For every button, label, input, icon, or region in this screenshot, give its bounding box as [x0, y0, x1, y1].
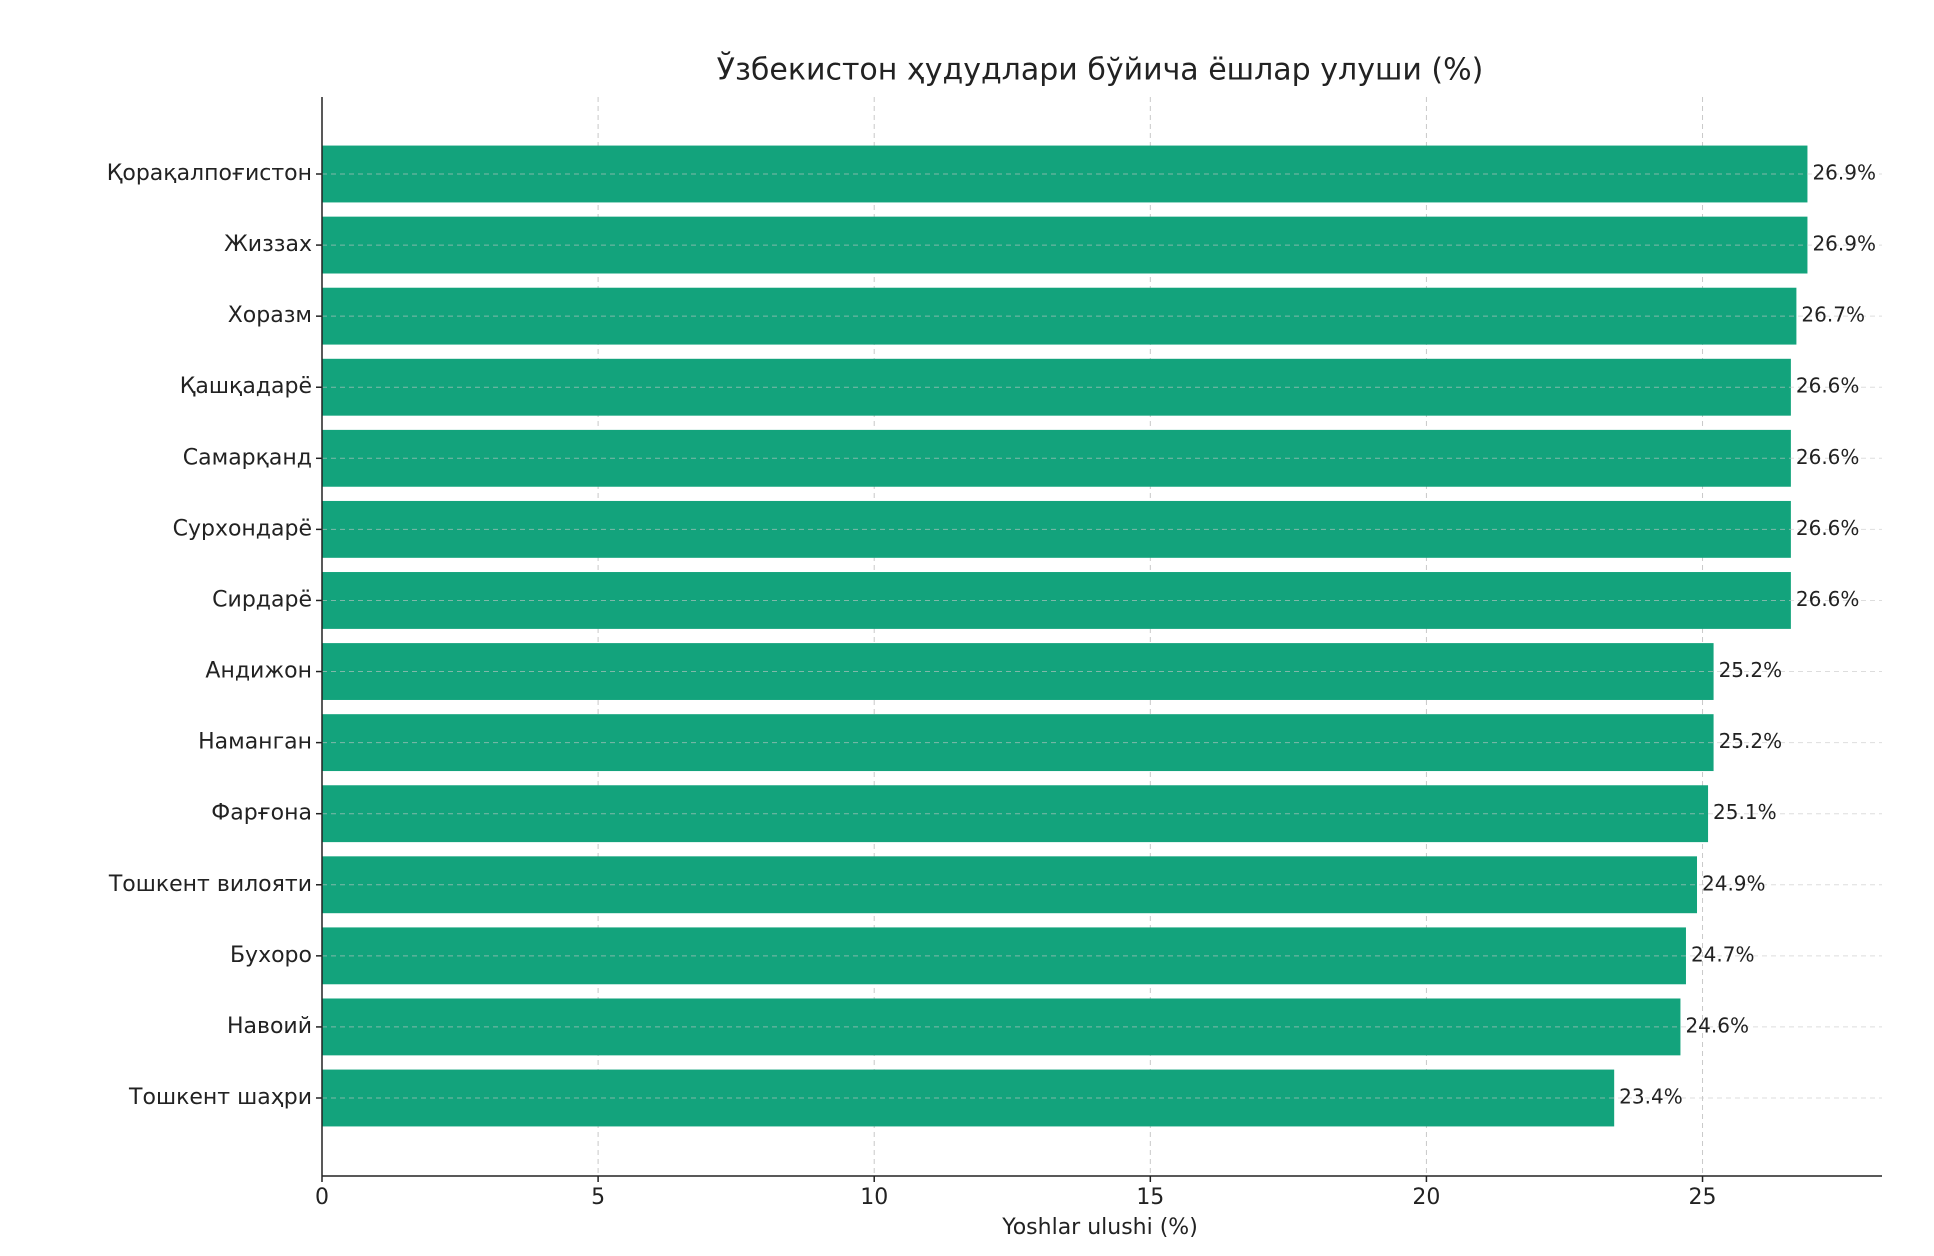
y-tick-label: Навоий: [227, 1014, 312, 1039]
value-label: 26.6%: [1796, 374, 1860, 398]
x-tick-label: 0: [315, 1185, 329, 1210]
value-label: 23.4%: [1619, 1085, 1683, 1109]
bar: [322, 927, 1686, 985]
x-tick-label: 20: [1412, 1185, 1440, 1210]
y-tick-label: Бухоро: [230, 943, 312, 968]
y-tick-label: Сурхондарё: [173, 516, 312, 541]
y-tick-label: Фарғона: [211, 801, 312, 826]
value-label: 25.2%: [1719, 658, 1783, 682]
y-tick-label: Андижон: [205, 659, 312, 684]
y-tick-label: Самарқанд: [183, 445, 312, 470]
value-label: 26.9%: [1812, 161, 1876, 185]
value-label: 25.2%: [1719, 729, 1783, 753]
x-axis-label: Yoshlar ulushi (%): [1001, 1215, 1198, 1240]
y-tick-label: Жиззах: [224, 232, 312, 257]
x-tick-label: 25: [1689, 1185, 1717, 1210]
y-tick-label: Қашқадарё: [180, 374, 312, 399]
y-tick-label: Сирдарё: [212, 587, 312, 612]
y-tick-label: Тошкент шаҳри: [128, 1085, 312, 1110]
x-tick-label: 5: [591, 1185, 605, 1210]
value-label: 24.9%: [1702, 871, 1766, 895]
x-tick-label: 10: [860, 1185, 888, 1210]
y-tick-label: Хоразм: [228, 303, 312, 328]
value-label: 26.7%: [1801, 303, 1865, 327]
y-tick-label: Наманган: [198, 730, 312, 755]
chart-title: Ўзбекистон ҳудудлари бўйича ёшлар улуши …: [717, 52, 1484, 88]
y-tick-label: Қорақалпоғистон: [107, 161, 312, 186]
value-label: 26.6%: [1796, 587, 1860, 611]
x-tick-label: 15: [1136, 1185, 1164, 1210]
value-label: 26.6%: [1796, 516, 1860, 540]
value-label: 26.9%: [1812, 232, 1876, 256]
value-label: 24.6%: [1685, 1013, 1749, 1037]
bar: [322, 1069, 1615, 1127]
y-tick-label: Тошкент вилояти: [108, 872, 312, 897]
value-label: 24.7%: [1691, 942, 1755, 966]
value-label: 26.6%: [1796, 445, 1860, 469]
value-label: 25.1%: [1713, 800, 1777, 824]
